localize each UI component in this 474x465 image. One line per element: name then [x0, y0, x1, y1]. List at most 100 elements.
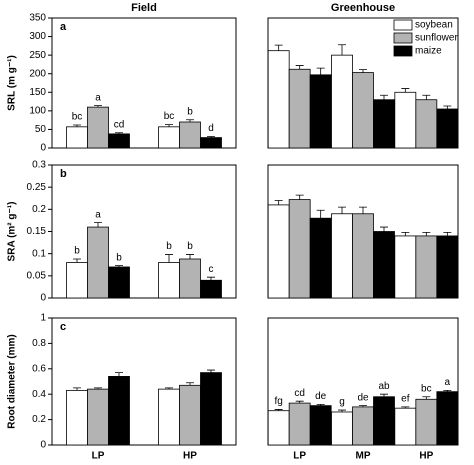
error-bar	[359, 405, 367, 407]
error-bar	[380, 393, 388, 397]
bar	[158, 262, 180, 299]
bar	[309, 405, 332, 446]
error-bar	[165, 254, 173, 263]
error-bar	[380, 94, 388, 100]
panel-letter: a	[60, 21, 67, 33]
error-bar	[443, 389, 452, 392]
y-tick-label: 0.15	[27, 226, 47, 237]
bar	[158, 388, 180, 446]
significance-letter: cd	[114, 119, 125, 130]
bar	[415, 398, 438, 446]
significance-letter: ef	[401, 394, 410, 405]
error-bar	[274, 44, 283, 51]
y-tick-label: 300	[29, 31, 46, 42]
error-bar	[207, 276, 215, 281]
x-tick-label: MP	[356, 451, 371, 462]
error-bar	[115, 265, 123, 267]
error-bar	[274, 200, 283, 205]
plot-frame	[51, 17, 237, 149]
bar	[352, 72, 374, 149]
error-bar	[422, 396, 431, 400]
error-bar	[316, 403, 325, 406]
y-tick-label: 0	[40, 143, 46, 154]
panel-letter: b	[60, 168, 67, 180]
y-tick-label: 350	[29, 13, 46, 24]
significance-letter: d	[208, 123, 214, 134]
significance-letter: g	[339, 397, 345, 408]
significance-letter: ab	[378, 381, 390, 392]
y-tick-label: 1	[40, 313, 46, 324]
bar	[352, 213, 374, 299]
bar	[87, 388, 109, 446]
legend-swatch	[393, 32, 413, 44]
significance-letter: b	[187, 241, 193, 252]
error-bar	[186, 382, 194, 386]
error-bar	[295, 400, 304, 404]
significance-letter: cd	[294, 388, 305, 399]
bar	[66, 389, 88, 446]
error-bar	[207, 136, 215, 138]
error-bar	[73, 124, 81, 127]
y-axis-label: SRL (m g⁻¹)	[7, 55, 18, 111]
bar	[108, 266, 130, 299]
y-tick-label: 0	[40, 440, 46, 451]
bar	[66, 262, 88, 299]
bar	[66, 126, 88, 149]
legend-swatch	[393, 19, 413, 31]
legend-label: sunflower	[415, 33, 458, 44]
error-bar	[115, 372, 123, 377]
error-bar	[186, 119, 194, 122]
error-bar	[165, 124, 173, 127]
y-axis-label: Root diameter (mm)	[7, 334, 18, 428]
x-tick-label: HP	[419, 451, 433, 462]
y-tick-label: 0.6	[32, 363, 46, 374]
bar	[288, 402, 311, 446]
legend-label: maize	[415, 46, 442, 57]
error-bar	[401, 406, 410, 409]
bar	[87, 106, 109, 149]
error-bar	[274, 409, 283, 411]
error-bar	[94, 105, 102, 108]
y-tick-label: 0.8	[32, 338, 46, 349]
bar	[373, 99, 395, 149]
legend-label: soybean	[415, 20, 453, 31]
error-bar	[422, 231, 431, 236]
y-tick-label: 0.05	[27, 270, 47, 281]
column-title: Greenhouse	[331, 2, 395, 14]
error-bar	[359, 206, 367, 214]
error-bar	[380, 226, 388, 232]
bar	[200, 137, 222, 149]
significance-letter: a	[445, 377, 451, 388]
error-bar	[94, 387, 102, 390]
panel-letter: c	[60, 321, 66, 333]
bar	[352, 406, 374, 446]
y-tick-label: 0.4	[32, 389, 46, 400]
y-tick-label: 250	[29, 50, 46, 61]
y-tick-label: 150	[29, 87, 46, 98]
significance-letter: c	[209, 264, 214, 275]
y-tick-label: 0	[40, 293, 46, 304]
bar	[436, 235, 459, 299]
x-tick-label: HP	[183, 451, 197, 462]
plot-frame	[51, 317, 237, 446]
y-tick-label: 0.2	[32, 414, 46, 425]
significance-letter: bc	[164, 111, 175, 122]
bar	[179, 384, 201, 446]
y-tick-label: 50	[35, 124, 47, 135]
bar	[309, 217, 332, 299]
significance-letter: a	[95, 92, 101, 103]
significance-letter: a	[95, 209, 101, 220]
column-title: Field	[131, 2, 157, 14]
bar	[331, 411, 353, 446]
bar	[87, 226, 109, 299]
error-bar	[73, 387, 81, 391]
error-bar	[401, 88, 410, 93]
error-bar	[338, 206, 346, 214]
error-bar	[359, 69, 367, 73]
bar	[394, 407, 417, 446]
bar	[436, 108, 459, 149]
bar	[373, 396, 395, 446]
bar	[200, 372, 222, 446]
significance-letter: fg	[274, 396, 282, 407]
